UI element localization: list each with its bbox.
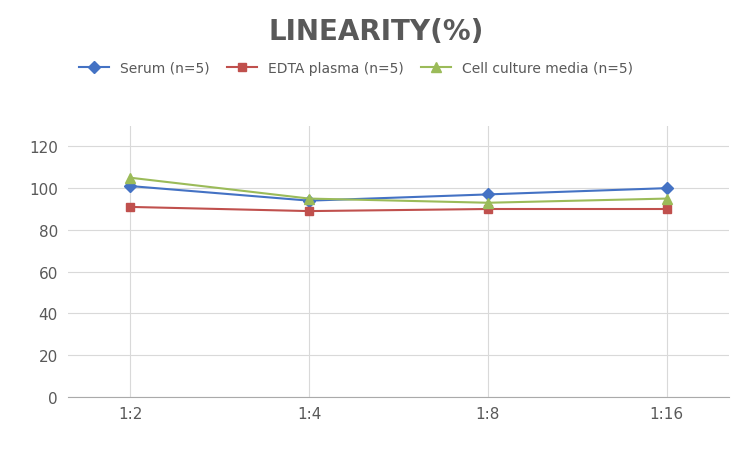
Serum (n=5) bbox=[484, 192, 493, 198]
Text: LINEARITY(%): LINEARITY(%) bbox=[268, 18, 484, 46]
Serum (n=5) bbox=[305, 198, 314, 204]
Serum (n=5) bbox=[126, 184, 135, 189]
Line: Serum (n=5): Serum (n=5) bbox=[126, 183, 671, 205]
Line: EDTA plasma (n=5): EDTA plasma (n=5) bbox=[126, 203, 671, 216]
EDTA plasma (n=5) bbox=[484, 207, 493, 212]
EDTA plasma (n=5) bbox=[305, 209, 314, 214]
EDTA plasma (n=5) bbox=[126, 205, 135, 210]
Cell culture media (n=5) bbox=[484, 201, 493, 206]
Cell culture media (n=5) bbox=[305, 197, 314, 202]
Cell culture media (n=5) bbox=[126, 175, 135, 181]
Serum (n=5) bbox=[663, 186, 672, 191]
Line: Cell culture media (n=5): Cell culture media (n=5) bbox=[126, 174, 672, 208]
Legend: Serum (n=5), EDTA plasma (n=5), Cell culture media (n=5): Serum (n=5), EDTA plasma (n=5), Cell cul… bbox=[74, 57, 638, 80]
Cell culture media (n=5) bbox=[663, 197, 672, 202]
EDTA plasma (n=5) bbox=[663, 207, 672, 212]
